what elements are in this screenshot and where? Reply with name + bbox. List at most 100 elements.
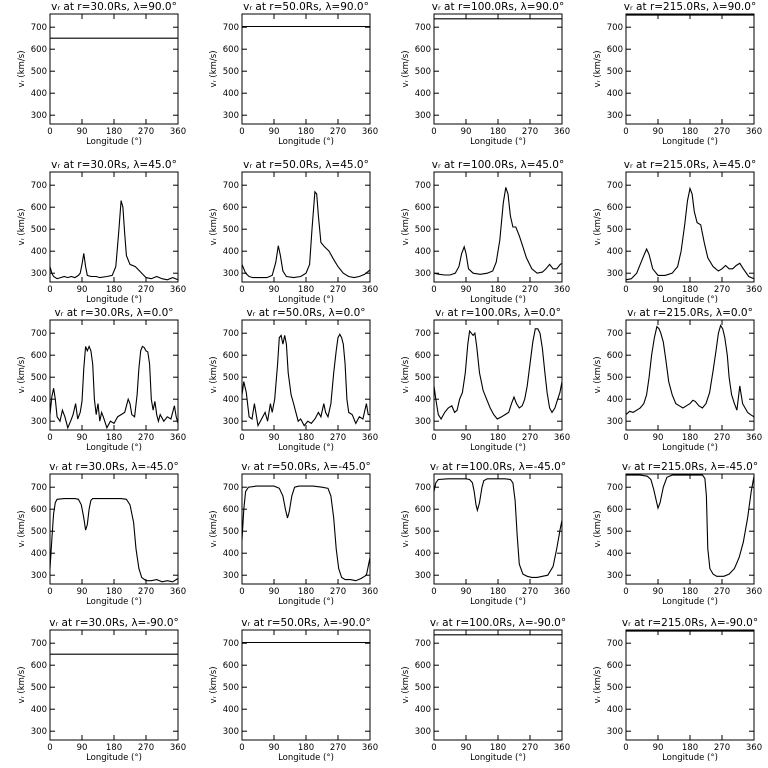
x-axis-label-r2-c2: Longitude (°) — [470, 443, 526, 453]
y-tick-label-r1-c1-2: 500 — [223, 225, 239, 235]
x-tick-label-r1-c3-0: 0 — [623, 285, 628, 295]
y-tick-label-r3-c2-3: 600 — [415, 505, 431, 515]
y-tick-label-r0-c2-3: 600 — [415, 45, 431, 55]
y-tick-label-r0-c2-1: 400 — [415, 89, 431, 99]
x-tick-label-r1-c3-1: 90 — [653, 285, 664, 295]
y-tick-label-r4-c0-1: 400 — [31, 705, 47, 715]
y-tick-label-r2-c2-3: 600 — [415, 351, 431, 361]
panel-r4-c0: vᵣ at r=30.0Rs, λ=-90.0° 300 400 500 600 700 0… — [17, 617, 186, 763]
y-tick-label-r0-c0-3: 600 — [31, 45, 47, 55]
x-tick-label-r0-c1-4: 360 — [362, 127, 378, 137]
panel-r0-c0: vᵣ at r=30.0Rs, λ=90.0° 300 400 500 600 700 0 9… — [17, 1, 186, 147]
panel-title-r2-c3: vᵣ at r=215.0Rs, λ=0.0° — [627, 307, 753, 319]
y-tick-label-r2-c1-1: 400 — [223, 395, 239, 405]
x-tick-label-r4-c1-0: 0 — [239, 743, 244, 753]
x-tick-label-r4-c0-1: 90 — [77, 743, 88, 753]
x-tick-label-r1-c2-3: 270 — [522, 285, 538, 295]
x-axis-label-r2-c1: Longitude (°) — [278, 443, 334, 453]
x-axis-label-r1-c2: Longitude (°) — [470, 295, 526, 305]
x-tick-label-r1-c0-0: 0 — [47, 285, 52, 295]
series-line-r2-c2 — [433, 328, 563, 421]
x-tick-label-r3-c0-1: 90 — [77, 587, 88, 597]
y-tick-label-r0-c1-4: 700 — [223, 23, 239, 33]
x-tick-label-r3-c2-0: 0 — [431, 587, 436, 597]
panel-title-r0-c0: vᵣ at r=30.0Rs, λ=90.0° — [51, 1, 177, 13]
y-tick-label-r4-c1-2: 500 — [223, 683, 239, 693]
y-tick-label-r0-c3-4: 700 — [607, 23, 623, 33]
plot-frame-r2-c0 — [49, 319, 179, 431]
y-tick-label-r4-c1-4: 700 — [223, 639, 239, 649]
y-tick-label-r2-c2-4: 700 — [415, 329, 431, 339]
x-axis-label-r3-c1: Longitude (°) — [278, 597, 334, 607]
x-tick-label-r4-c0-0: 0 — [47, 743, 52, 753]
y-tick-label-r1-c2-4: 700 — [415, 181, 431, 191]
x-tick-label-r4-c2-0: 0 — [431, 743, 436, 753]
plot-frame-r0-c1 — [241, 13, 371, 125]
y-tick-label-r3-c3-1: 400 — [607, 549, 623, 559]
y-axis-label-r1-c3: vᵣ (km/s) — [593, 208, 603, 245]
y-tick-label-r0-c3-2: 500 — [607, 67, 623, 77]
x-axis-label-r1-c1: Longitude (°) — [278, 295, 334, 305]
y-tick-label-r0-c2-4: 700 — [415, 23, 431, 33]
x-tick-label-r0-c3-1: 90 — [653, 127, 664, 137]
x-tick-label-r4-c3-2: 180 — [682, 743, 698, 753]
panel-r4-c2: vᵣ at r=100.0Rs, λ=-90.0° 300 400 500 600 700… — [401, 617, 570, 763]
series-line-r2-c1 — [241, 333, 370, 428]
panel-title-r3-c0: vᵣ at r=30.0Rs, λ=-45.0° — [49, 461, 179, 473]
x-tick-label-r3-c1-1: 90 — [269, 587, 280, 597]
y-tick-label-r3-c0-1: 400 — [31, 549, 47, 559]
x-tick-label-r1-c3-3: 270 — [714, 285, 730, 295]
y-axis-label-r0-c0: vᵣ (km/s) — [17, 50, 27, 87]
x-tick-label-r3-c3-3: 270 — [714, 587, 730, 597]
y-tick-label-r0-c0-0: 300 — [31, 111, 47, 121]
plot-frame-r4-c0 — [49, 629, 179, 741]
x-tick-label-r2-c3-2: 180 — [682, 433, 698, 443]
y-axis-label-r2-c2: vᵣ (km/s) — [401, 356, 411, 393]
x-tick-label-r1-c3-2: 180 — [682, 285, 698, 295]
plot-frame-r3-c0 — [49, 473, 179, 585]
y-axis-label-r1-c2: vᵣ (km/s) — [401, 208, 411, 245]
x-tick-label-r0-c2-0: 0 — [431, 127, 436, 137]
y-tick-label-r0-c3-1: 400 — [607, 89, 623, 99]
series-line-r2-c3 — [625, 324, 755, 418]
y-tick-label-r1-c1-4: 700 — [223, 181, 239, 191]
x-tick-label-r2-c0-2: 180 — [106, 433, 122, 443]
plot-frame-r0-c3 — [625, 13, 755, 125]
series-line-r1-c0 — [49, 200, 179, 281]
x-tick-label-r2-c2-0: 0 — [431, 433, 436, 443]
y-tick-label-r1-c3-1: 400 — [607, 247, 623, 257]
y-tick-label-r2-c1-4: 700 — [223, 329, 239, 339]
x-tick-label-r1-c2-4: 360 — [554, 285, 570, 295]
y-tick-label-r3-c1-2: 500 — [223, 527, 239, 537]
x-tick-label-r3-c0-0: 0 — [47, 587, 52, 597]
plot-frame-r1-c0 — [49, 171, 179, 283]
y-axis-label-r3-c2: vᵣ (km/s) — [401, 510, 411, 547]
x-tick-label-r0-c2-1: 90 — [461, 127, 472, 137]
x-tick-label-r4-c1-2: 180 — [298, 743, 314, 753]
y-tick-label-r4-c0-4: 700 — [31, 639, 47, 649]
panel-r4-c1: vᵣ at r=50.0Rs, λ=-90.0° 300 400 500 600 700 0… — [209, 617, 378, 763]
series-line-r1-c3 — [625, 186, 755, 281]
y-tick-label-r3-c0-4: 700 — [31, 483, 47, 493]
x-tick-label-r1-c2-0: 0 — [431, 285, 436, 295]
panel-r0-c3: vᵣ at r=215.0Rs, λ=90.0° 300 400 500 600 700 0… — [593, 1, 762, 147]
series-line-r3-c1 — [241, 485, 371, 582]
y-tick-label-r2-c2-1: 400 — [415, 395, 431, 405]
x-axis-label-r0-c1: Longitude (°) — [278, 137, 334, 147]
panel-r3-c1: vᵣ at r=50.0Rs, λ=-45.0° 300 400 500 600 700 0… — [209, 461, 378, 607]
y-tick-label-r4-c2-2: 500 — [415, 683, 431, 693]
x-tick-label-r3-c3-4: 360 — [746, 587, 762, 597]
panel-title-r0-c2: vᵣ at r=100.0Rs, λ=90.0° — [432, 1, 564, 13]
panel-r1-c2: vᵣ at r=100.0Rs, λ=45.0° 300 400 500 600 700 0… — [401, 159, 570, 305]
y-axis-label-r2-c1: vᵣ (km/s) — [209, 356, 219, 393]
plot-frame-r0-c2 — [433, 13, 563, 125]
panel-r2-c2: vᵣ at r=100.0Rs, λ=0.0° 300 400 500 600 700 0 9… — [401, 307, 570, 453]
x-tick-label-r4-c2-3: 270 — [522, 743, 538, 753]
y-tick-label-r1-c3-2: 500 — [607, 225, 623, 235]
panel-title-r2-c0: vᵣ at r=30.0Rs, λ=0.0° — [54, 307, 173, 319]
y-tick-label-r0-c1-1: 400 — [223, 89, 239, 99]
plot-frame-r1-c2 — [433, 171, 563, 283]
x-tick-label-r4-c3-4: 360 — [746, 743, 762, 753]
y-tick-label-r3-c0-2: 500 — [31, 527, 47, 537]
panel-title-r1-c3: vᵣ at r=215.0Rs, λ=45.0° — [624, 159, 756, 171]
